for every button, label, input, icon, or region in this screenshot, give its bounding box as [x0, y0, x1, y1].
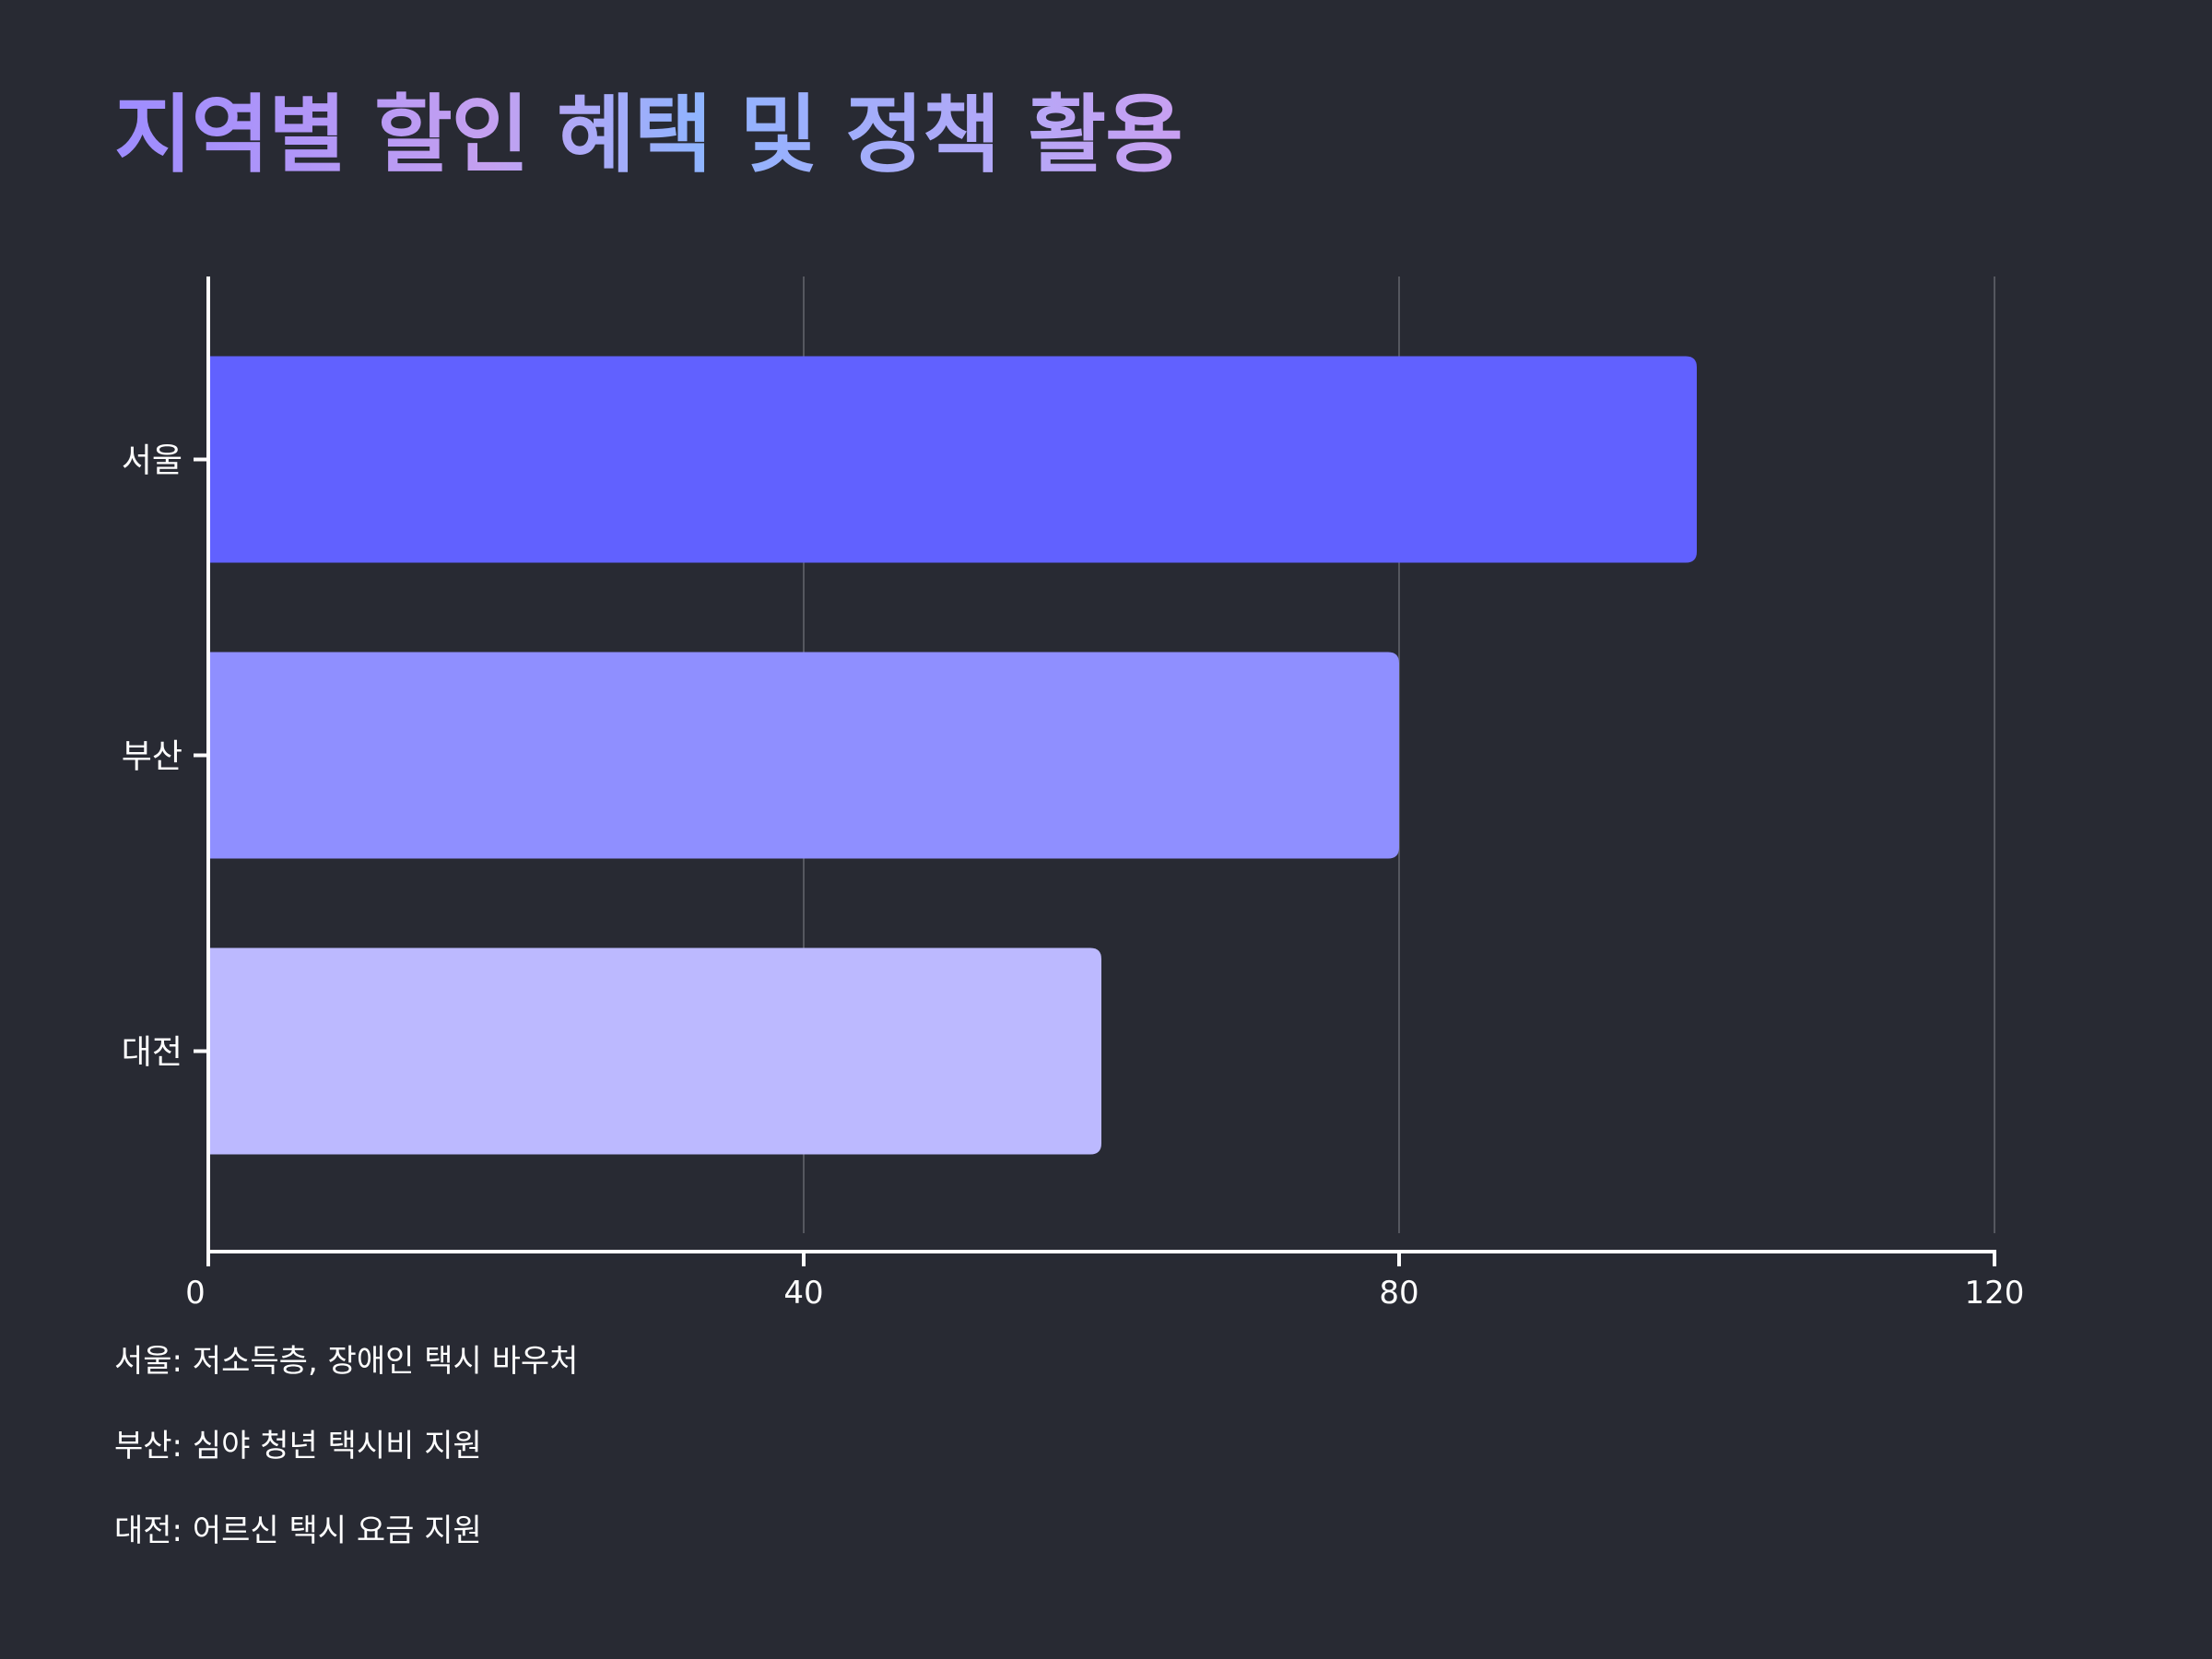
bar-0 — [208, 356, 1697, 563]
bar-2 — [208, 947, 1101, 1155]
axes — [194, 276, 1996, 1266]
notes-list: 서울: 저소득층, 장애인 택시 바우처 부산: 심야 청년 택시비 지원 대전… — [114, 1346, 578, 1600]
x-tick-label-80: 80 — [1379, 1275, 1418, 1312]
category-label-2: 대전 — [122, 1034, 182, 1072]
bars — [208, 356, 1697, 1155]
note-busan: 부산: 심야 청년 택시비 지원 — [114, 1428, 482, 1465]
category-label-1: 부산 — [122, 738, 182, 776]
chart-title: 지역별 할인 혜택 및 정책 활용 — [114, 86, 1183, 184]
x-tick-label-40: 40 — [783, 1275, 823, 1312]
note-daejeon: 대전: 어르신 택시 요금 지원 — [114, 1512, 482, 1549]
bar-1 — [208, 652, 1399, 859]
category-label-0: 서울 — [122, 442, 182, 480]
x-tick-label-0: 0 — [185, 1275, 206, 1312]
note-seoul: 서울: 저소득층, 장애인 택시 바우처 — [114, 1343, 579, 1380]
x-tick-label-120: 120 — [1965, 1275, 2025, 1312]
